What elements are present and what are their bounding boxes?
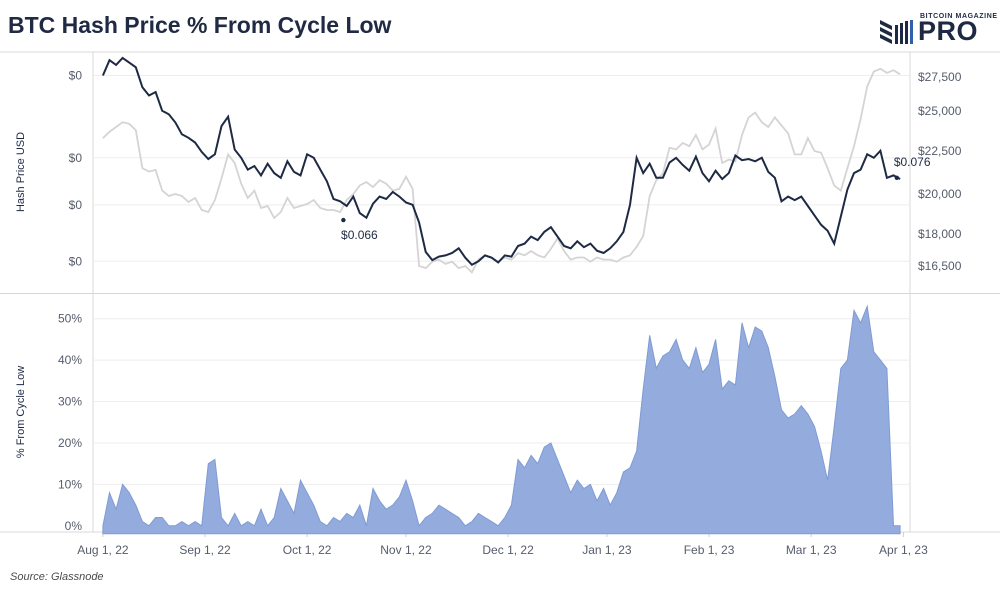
hash-price-y-tick-label: $0: [69, 198, 83, 212]
top-gridlines: [93, 75, 910, 262]
pct-y-ticks: 50% 40% 30% 20% 10% 0%: [58, 312, 82, 533]
pct-y-tick-label: 50%: [58, 312, 82, 326]
hash-price-line: [101, 56, 901, 267]
annotation-dot: [341, 217, 346, 223]
btc-price-y-tick-label: $20,000: [918, 187, 962, 201]
pct-y-tick-label: 20%: [58, 436, 82, 450]
btc-price-y-tick-label: $16,500: [918, 259, 962, 273]
source-note: Source: Glassnode: [10, 571, 104, 583]
brand-pro: PRO: [918, 16, 979, 46]
x-tick-label: Sep 1, 22: [179, 543, 231, 557]
x-tick-label: Dec 1, 22: [482, 543, 534, 557]
hash-price-annotations: $0.066 $0.076: [341, 155, 931, 242]
y-axis-title-hash-price: Hash Price USD: [15, 132, 27, 212]
x-axis-ticks: Aug 1, 22 Sep 1, 22 Oct 1, 22 Nov 1, 22 Dec …: [77, 532, 928, 557]
pct-y-tick-label: 10%: [58, 477, 82, 491]
x-tick-label: Nov 1, 22: [380, 543, 432, 557]
btc-price-y-ticks: $27,500 $25,000 $22,500 $20,000 $18,000 $16,5…: [918, 70, 962, 273]
x-tick-label: Oct 1, 22: [283, 543, 332, 557]
annotation-label: $0.076: [894, 155, 931, 169]
pct-y-tick-label: 30%: [58, 395, 82, 409]
hash-price-y-ticks: $0 $0 $0 $0: [69, 69, 83, 269]
pct-y-tick-label: 40%: [58, 353, 82, 367]
annotation-label: $0.066: [341, 228, 378, 242]
x-tick-label: Jan 1, 23: [582, 543, 632, 557]
x-tick-label: Mar 1, 23: [786, 543, 837, 557]
y-axis-title-pct: % From Cycle Low: [15, 366, 27, 458]
brand-stripes-icon: [880, 20, 913, 44]
hash-price-y-tick-label: $0: [69, 69, 83, 83]
hash-price-y-tick-label: $0: [69, 254, 83, 268]
chart-title: BTC Hash Price % From Cycle Low: [8, 12, 392, 38]
pct-from-low-area: [102, 304, 901, 535]
btc-price-y-tick-label: $22,500: [918, 144, 962, 158]
btc-price-y-tick-label: $25,000: [918, 104, 962, 118]
hash-price-y-tick-label: $0: [69, 151, 83, 165]
brand-logo: BITCOIN MAGAZINE PRO: [880, 12, 997, 46]
btc-price-line: [102, 67, 901, 274]
x-tick-label: Aug 1, 22: [77, 543, 129, 557]
pct-y-tick-label: 0%: [65, 519, 83, 533]
x-tick-label: Feb 1, 23: [684, 543, 735, 557]
btc-price-y-tick-label: $18,000: [918, 227, 962, 241]
annotation-dot: [894, 175, 900, 180]
brand-name: BITCOIN MAGAZINE: [920, 13, 998, 20]
x-tick-label: Apr 1, 23: [879, 543, 928, 557]
btc-price-y-tick-label: $27,500: [918, 70, 962, 84]
